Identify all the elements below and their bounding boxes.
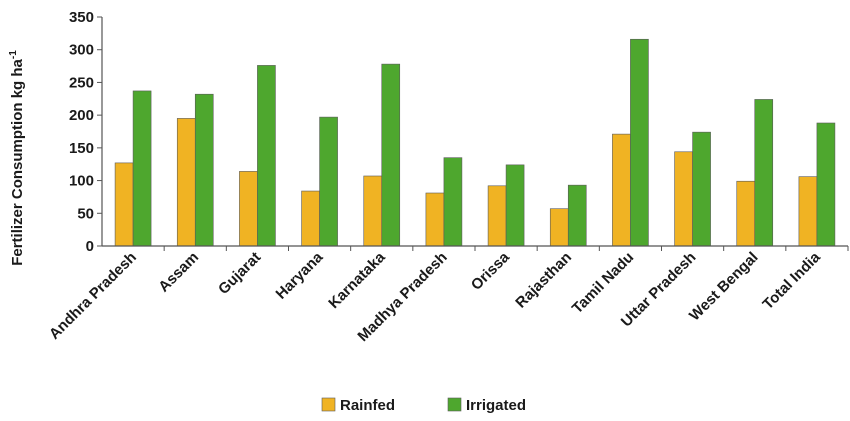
y-tick-label: 300 [69,42,94,59]
bar-rainfed [363,175,383,247]
bar-rainfed [425,192,445,247]
bar-irrigated [567,184,587,247]
bar-irrigated [692,131,711,247]
bar-irrigated [132,90,152,247]
legend-swatch-rainfed [321,397,336,412]
legend: Rainfed Irrigated [321,397,526,414]
bar-irrigated [257,65,276,247]
bar-irrigated [630,38,649,247]
y-axis-title: Fertilizer Consumption kg ha-1 [8,50,26,266]
bar-rainfed [114,162,134,247]
category-label: Tamil Nadu [569,249,637,317]
bar-rainfed [736,180,756,247]
y-tick-label: 100 [69,173,94,190]
category-label: Gujarat [215,249,264,298]
bar-rainfed [549,208,569,247]
bar-rainfed [239,171,258,247]
y-tick-label: 350 [69,9,94,26]
plot-area: 0 50 100 150 200 250 300 350 Andhra Pradesh Assam… [46,9,849,345]
y-tick-label: 0 [86,238,94,255]
legend-label-rainfed: Rainfed [340,397,395,414]
bar-irrigated [505,164,525,247]
bar-rainfed [798,176,818,247]
y-tick-label: 250 [69,74,94,91]
bar-irrigated [443,157,463,247]
bar-rainfed [301,190,320,247]
category-label: Orissa [468,248,514,294]
legend-label-irrigated: Irrigated [466,397,526,414]
bar-irrigated [816,122,836,247]
bar-rainfed [612,133,631,247]
bar-irrigated [194,93,214,247]
y-axis-title-superscript: -1 [8,50,19,59]
bar-rainfed [487,185,507,247]
bar-irrigated [381,63,401,247]
legend-swatch-irrigated [447,397,462,412]
category-label: Andhra Pradesh [46,249,140,343]
bar-rainfed [176,118,196,247]
y-tick-label: 150 [69,140,94,157]
category-label: Haryana [273,248,327,302]
category-label: Karnataka [325,248,389,312]
bar-irrigated [754,99,774,247]
bar-irrigated [319,116,338,247]
category-label: Rajasthan [512,249,575,312]
category-label: Assam [155,249,202,296]
svg-text:Fertilizer Consumption kg ha-1: Fertilizer Consumption kg ha-1 [8,50,26,266]
y-tick-label: 50 [77,205,94,222]
y-tick-label: 200 [69,107,94,124]
bar-rainfed [674,151,693,247]
category-label: Total India [759,248,824,313]
y-axis-title-text: Fertilizer Consumption kg ha [9,58,26,265]
